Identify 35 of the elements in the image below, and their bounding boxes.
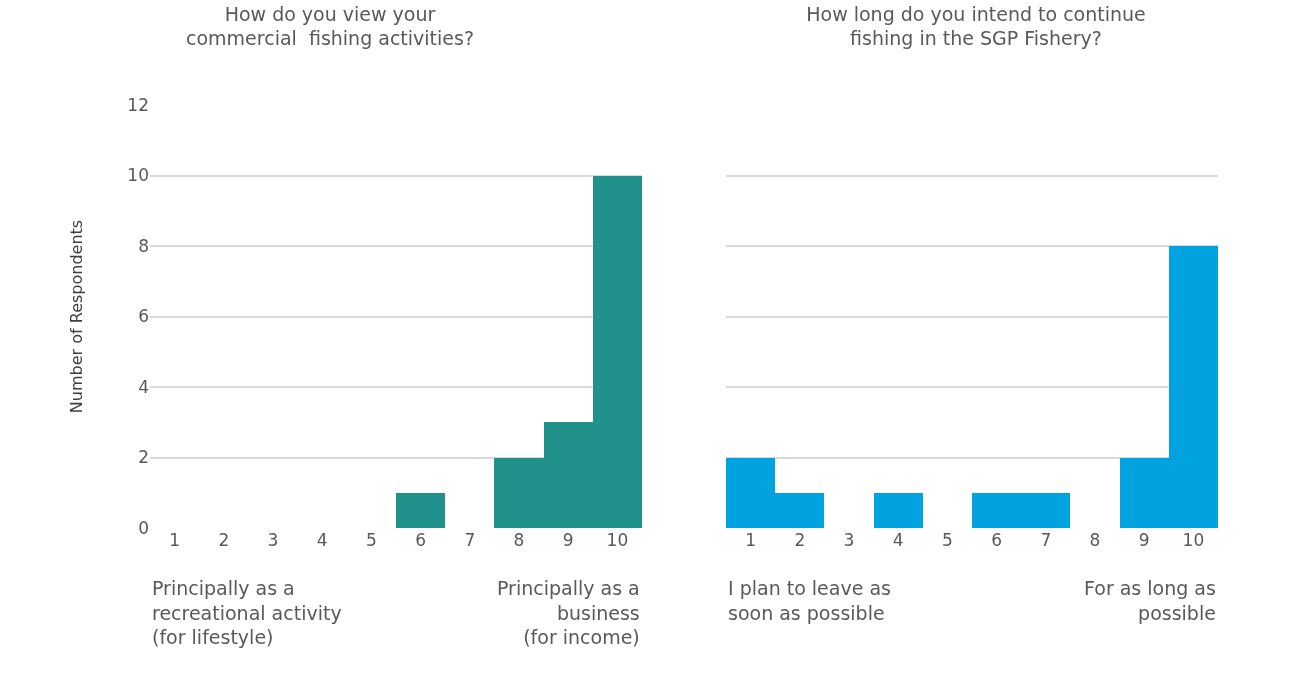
x-tick-label: 1 [169, 530, 181, 550]
x-tick-label: 6 [415, 530, 427, 550]
x-tick-label: 4 [892, 530, 904, 550]
x-tick-label: 10 [1182, 530, 1205, 550]
chart-title: How do you view your commercial fishing activities? [186, 2, 474, 50]
x-tick-label: 9 [1138, 530, 1150, 550]
y-tick-label: 12 [127, 94, 149, 115]
x-tick-label: 6 [991, 530, 1003, 550]
text: Principally as a business (for income) [497, 577, 640, 649]
x-tick-label: 9 [562, 530, 574, 550]
x-tick-label: 3 [843, 530, 855, 550]
x-tick-label: 5 [941, 530, 953, 550]
x-tick-label: 10 [606, 530, 629, 550]
y-tick-label: 2 [138, 447, 149, 468]
x-tick-label: 3 [267, 530, 279, 550]
y-tick-label: 0 [138, 517, 149, 538]
y-tick-label: 10 [127, 165, 149, 186]
y-axis-title: Number of Respondents [67, 219, 87, 414]
chart-title: How long do you intend to continue fishing in the SGP Fishery? [806, 2, 1146, 50]
x-tick-label: 4 [316, 530, 328, 550]
text: I plan to leave as soon as possible [728, 577, 891, 624]
x-tick-label: 5 [365, 530, 377, 550]
bar [396, 493, 445, 528]
x-tick-label: 2 [794, 530, 806, 550]
x-tick-label: 1 [745, 530, 757, 550]
y-tick-label: 6 [138, 306, 149, 327]
text: For as long as possible [1084, 577, 1216, 624]
x-tick-label: 7 [464, 530, 476, 550]
y-tick-label: 4 [138, 376, 149, 397]
x-tick-label: 2 [218, 530, 230, 550]
text: Principally as a recreational activity (for lifestyle) [152, 577, 342, 649]
x-tick-label: 8 [1089, 530, 1101, 550]
y-tick-label: 8 [138, 235, 149, 256]
x-tick-label: 7 [1040, 530, 1052, 550]
x-tick-label: 8 [513, 530, 525, 550]
